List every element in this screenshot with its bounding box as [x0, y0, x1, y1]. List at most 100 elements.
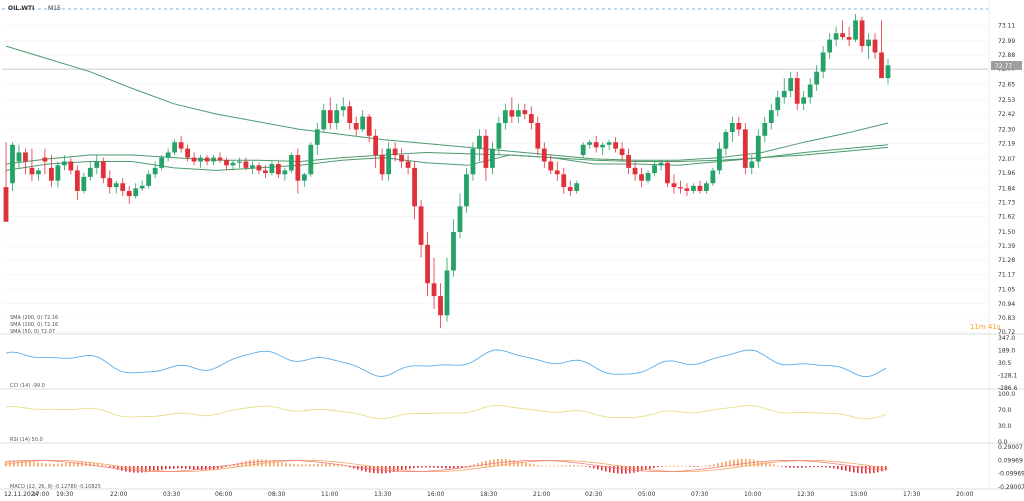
price-tick: 70.94	[998, 301, 1015, 308]
macd-bar	[745, 458, 747, 467]
candle-body	[665, 162, 670, 184]
candle-body	[807, 84, 813, 98]
candle-body	[321, 110, 327, 130]
macd-bar	[93, 462, 95, 467]
macd-bar	[173, 466, 175, 469]
candle-body	[632, 167, 638, 175]
price-tick: 72.88	[998, 52, 1015, 59]
candle-body	[567, 187, 573, 191]
time-tick: 05:00	[638, 491, 655, 498]
macd-bar	[481, 461, 483, 467]
candle-body	[314, 129, 320, 145]
macd-bar	[429, 466, 431, 468]
rsi-tick: 70.0	[998, 407, 1012, 414]
price-tick: 70.72	[998, 329, 1015, 336]
macd-bar	[625, 466, 627, 474]
macd-bar	[317, 463, 319, 467]
macd-bar	[385, 466, 387, 474]
macd-bar	[709, 464, 711, 467]
candle-body	[61, 161, 67, 166]
macd-bar	[837, 466, 839, 470]
macd-tick: 0.09969	[998, 457, 1023, 464]
macd-bar	[201, 466, 203, 470]
macd-bar	[73, 462, 75, 467]
legend-sma50[interactable]: SMA (50, 0) 72.07	[10, 329, 55, 335]
candle-body	[457, 206, 463, 232]
macd-bar	[633, 466, 635, 473]
macd-bar	[89, 462, 91, 467]
macd-bar	[701, 465, 703, 467]
candle-body	[74, 170, 80, 191]
candle-body	[237, 161, 242, 163]
macd-bar	[41, 463, 43, 467]
candle-body	[645, 173, 651, 181]
time-tick: 08:30	[268, 491, 285, 498]
legend-macd[interactable]: MACD (12, 26, 9) -0.12780 -0.10825	[10, 484, 101, 490]
macd-bar	[473, 464, 475, 467]
macd-bar	[297, 464, 299, 467]
macd-bar	[437, 466, 439, 468]
macd-bar	[729, 460, 731, 467]
macd-bar	[253, 459, 255, 467]
candle-body	[211, 157, 216, 162]
price-tick: 71.17	[998, 271, 1015, 278]
candle-body	[81, 176, 87, 191]
legend-rsi[interactable]: RSI (14) 50.0	[10, 437, 43, 443]
macd-bar	[457, 466, 459, 468]
macd-bar	[17, 460, 19, 467]
time-tick: 07:30	[691, 491, 708, 498]
candle-body	[94, 161, 100, 168]
legend-sma100[interactable]: SMA (100, 0) 72.16	[10, 322, 58, 328]
price-tick: 71.28	[998, 257, 1015, 264]
macd-bar	[469, 465, 471, 467]
candle-body	[172, 142, 178, 153]
macd-bar	[349, 466, 351, 468]
macd-bar	[193, 466, 195, 470]
macd-bar	[53, 463, 55, 467]
macd-tick: -0.29007	[998, 484, 1024, 491]
macd-bar	[245, 460, 247, 467]
symbol-label[interactable]: OIL.WTI	[8, 5, 34, 12]
macd-bar	[449, 466, 451, 469]
candle-body	[392, 148, 398, 156]
macd-bar	[541, 465, 543, 467]
pane-separators	[0, 0, 1024, 490]
legend-cci[interactable]: CCI (14) -99.0	[10, 383, 45, 389]
macd-tick: 0.29007	[998, 444, 1023, 451]
macd-bar	[765, 462, 767, 467]
candle-body	[587, 142, 593, 145]
candle-body	[431, 283, 437, 297]
candle-body	[600, 144, 606, 148]
time-tick: 21:00	[533, 491, 550, 498]
macd-bar	[673, 465, 675, 467]
macd-bar	[713, 464, 715, 467]
macd-bar	[477, 463, 479, 467]
price-tick: 71.73	[998, 199, 1015, 206]
candle-body	[178, 142, 184, 149]
legend-sma200[interactable]: SMA (200, 0) 72.16	[10, 315, 58, 321]
macd-bar	[621, 466, 623, 474]
macd-bar	[121, 466, 123, 471]
candle-body	[704, 183, 709, 191]
macd-bar	[249, 460, 251, 467]
macd-bar	[45, 463, 47, 467]
macd-bar	[77, 461, 79, 467]
macd-bar	[293, 464, 295, 467]
macd-bar	[801, 466, 803, 468]
candle-body	[327, 110, 333, 123]
price-tick: 71.96	[998, 170, 1015, 177]
candle-body	[691, 185, 696, 191]
candle-body	[204, 157, 210, 162]
candle-body	[275, 164, 281, 175]
macd-bar	[97, 463, 99, 467]
timeframe-label[interactable]: M15	[48, 5, 61, 12]
macd-bar	[109, 466, 111, 468]
macd-bar	[133, 466, 135, 473]
candle-body	[801, 97, 807, 104]
macd-bar	[849, 466, 851, 472]
cci-tick: -128.1	[998, 373, 1018, 380]
macd-bar	[793, 466, 795, 468]
candle-body	[749, 161, 755, 168]
macd-bar	[861, 466, 863, 474]
